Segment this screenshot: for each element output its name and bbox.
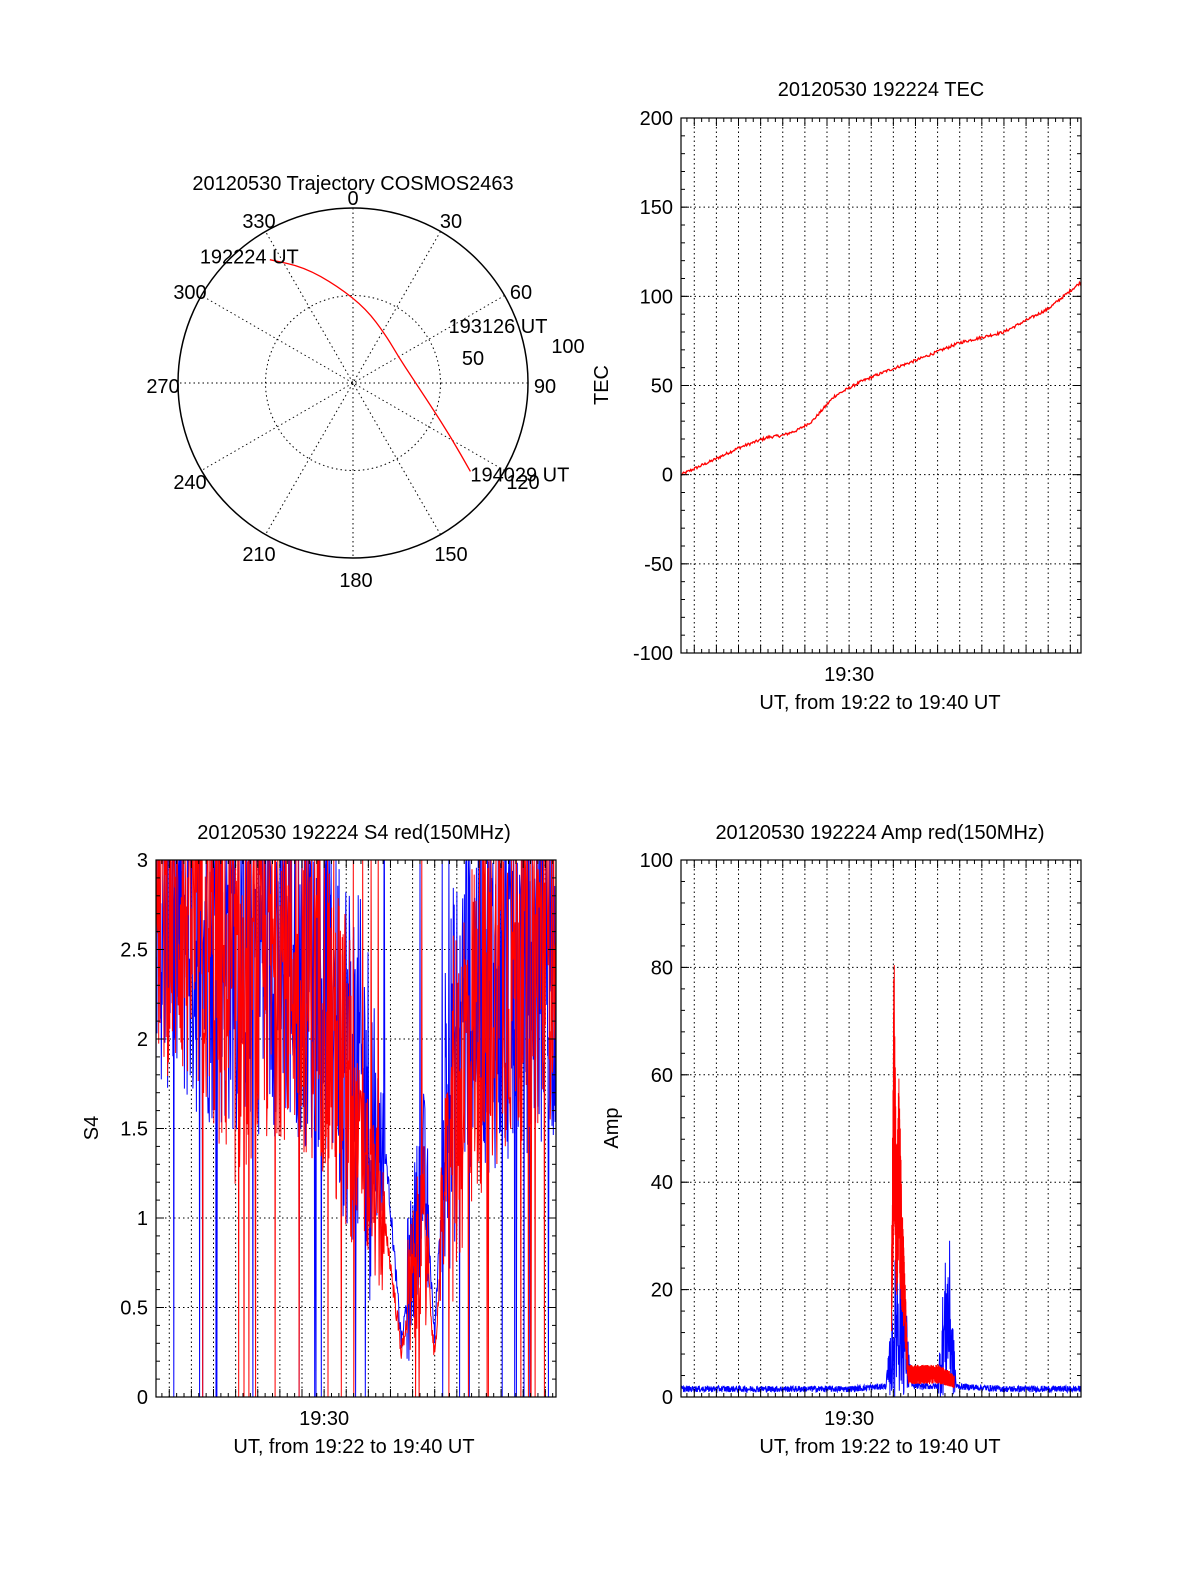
polar-radial-labels: 50 100 [462, 336, 585, 370]
tec-y-tick-label: 150 [640, 197, 673, 219]
polar-time-annotation: 192224 UT [200, 247, 299, 269]
amp-plot: 20120530 192224 Amp red(150MHz) 0 20 40 60 8… [601, 822, 1082, 1458]
polar-angle-label: 330 [242, 211, 275, 233]
amp-x-ticks: 19:30 [686, 860, 1079, 1430]
polar-trajectory-line [269, 259, 471, 472]
tec-title: 20120530 192224 TEC [778, 79, 984, 101]
amp-series-line-2 [891, 965, 955, 1389]
polar-angle-label: 90 [534, 376, 556, 398]
amp-y-tick-label: 100 [640, 850, 673, 872]
tec-y-ticks: -100 -50 0 50 100 150 200 [633, 108, 1081, 665]
polar-angle-label: 270 [146, 376, 179, 398]
amp-y-axis-label: Amp [601, 1107, 623, 1148]
amp-series [680, 965, 1082, 1397]
polar-angle-labels: 0 30 60 90 120 150 180 210 240 270 300 330 [146, 188, 556, 592]
polar-angle-label: 240 [173, 472, 206, 494]
polar-radial-label: 100 [551, 336, 584, 358]
polar-angle-label: 150 [434, 544, 467, 566]
s4-x-axis-label: UT, from 19:22 to 19:40 UT [233, 1436, 474, 1458]
amp-y-tick-label: 80 [651, 957, 673, 979]
amp-grid [681, 860, 1081, 1397]
s4-y-tick-label: 2.5 [120, 940, 148, 962]
tec-plot: 20120530 192224 TEC -100-50050100150200 … [591, 79, 1082, 714]
tec-y-tick-label: 50 [651, 376, 673, 398]
polar-angle-label: 0 [347, 188, 358, 210]
tec-x-ticks: 19:30 [686, 118, 1079, 686]
polar-angle-label: 180 [339, 570, 372, 592]
polar-angle-label: 300 [173, 282, 206, 304]
polar-time-annotation: 193126 UT [448, 316, 547, 338]
s4-title: 20120530 192224 S4 red(150MHz) [197, 822, 511, 844]
tec-x-tick-label: 19:30 [824, 664, 874, 686]
amp-y-tick-label: 0 [662, 1387, 673, 1409]
polar-angle-label: 30 [440, 211, 462, 233]
polar-annotations: 192224 UT 193126 UT 194029 UT [200, 247, 570, 487]
s4-y-tick-label: 1 [137, 1208, 148, 1230]
polar-radial-label: 50 [462, 348, 484, 370]
tec-y-tick-label: -100 [633, 643, 673, 665]
amp-y-ticks: 0 20 40 60 80 100 [640, 850, 1081, 1409]
amp-x-axis-label: UT, from 19:22 to 19:40 UT [759, 1436, 1000, 1458]
polar-title: 20120530 Trajectory COSMOS2463 [192, 173, 513, 195]
s4-y-tick-label: 0 [137, 1387, 148, 1409]
amp-x-tick-label: 19:30 [824, 1408, 874, 1430]
tec-y-tick-label: 100 [640, 286, 673, 308]
tec-y-axis-label: TEC [591, 365, 613, 405]
tec-y-tick-label: 200 [640, 108, 673, 130]
polar-series [269, 259, 471, 472]
amp-y-tick-label: 40 [651, 1172, 673, 1194]
polar-angle-label: 120 [506, 472, 539, 494]
polar-inner-circle [265, 295, 441, 471]
polar-angle-label: 60 [510, 282, 532, 304]
tec-x-axis-label: UT, from 19:22 to 19:40 UT [759, 692, 1000, 714]
tec-grid [681, 118, 1081, 653]
tec-series-line-1 [680, 280, 1082, 476]
s4-x-ticks: 19:30 [161, 860, 554, 1430]
s4-y-tick-label: 3 [137, 850, 148, 872]
s4-x-tick-label: 19:30 [299, 1408, 349, 1430]
amp-frame [680, 859, 1082, 1398]
s4-series [155, 859, 557, 1398]
polar-angle-label: 210 [242, 544, 275, 566]
amp-y-tick-label: 60 [651, 1065, 673, 1087]
trajectory-polar-plot: 20120530 Trajectory COSMOS2463 0 30 60 90 12… [146, 173, 584, 592]
amp-y-tick-label: 20 [651, 1280, 673, 1302]
tec-y-tick-label: 0 [662, 465, 673, 487]
s4-plot: 20120530 192224 S4 red(150MHz) 0 0.5 1 1.5 2… [81, 822, 557, 1458]
polar-time-annotation: 194029 UT [470, 464, 569, 486]
s4-y-axis-label: S4 [81, 1116, 103, 1140]
tec-series [680, 280, 1082, 476]
s4-y-tick-label: 1.5 [120, 1119, 148, 1141]
s4-y-tick-label: 2 [137, 1029, 148, 1051]
tec-y-tick-label: -50 [644, 554, 673, 576]
amp-series-line-1 [680, 1240, 1082, 1397]
amp-title: 20120530 192224 Amp red(150MHz) [715, 822, 1044, 844]
s4-y-ticks: 0 0.5 1 1.5 2 2.5 3 [120, 850, 556, 1409]
s4-y-tick-label: 0.5 [120, 1298, 148, 1320]
